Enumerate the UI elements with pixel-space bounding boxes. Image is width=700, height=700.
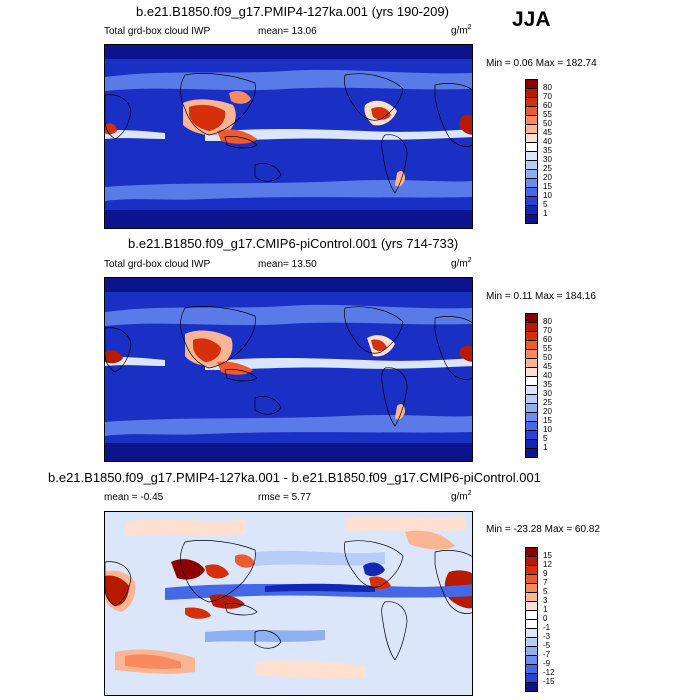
- panel-2-mean: mean= 13.50: [258, 259, 317, 270]
- colorbar-tick-label: 60: [543, 101, 552, 110]
- colorbar-tick-label: 70: [543, 326, 552, 335]
- panel-1-minmax: Min = 0.06 Max = 182.74: [486, 58, 597, 69]
- colorbar-tick-label: 40: [543, 371, 552, 380]
- colorbar-tick-label: 15: [543, 551, 552, 560]
- colorbar-tick-label: 5: [543, 200, 548, 209]
- colorbar-tick-label: 80: [543, 83, 552, 92]
- colorbar-tick-label: 70: [543, 92, 552, 101]
- panel-2-colorbar: 80 70 60 55 50 45 40 35 30 25 20 15 10 5 1: [525, 313, 585, 458]
- colorbar-tick-label: 50: [543, 353, 552, 362]
- panel-2-map-field: [105, 278, 472, 461]
- panel-2-variable-label: Total grd-box cloud IWP: [104, 259, 211, 270]
- panel-2-minmax: Min = 0.11 Max = 184.16: [486, 291, 596, 302]
- panel-3-map-field: [105, 512, 472, 695]
- colorbar-tick-label: 25: [543, 398, 552, 407]
- colorbar-tick-label: 10: [543, 425, 552, 434]
- colorbar-tick-label: -12: [543, 668, 555, 677]
- colorbar-tick-label: -9: [543, 659, 551, 668]
- colorbar-tick-label: -15: [543, 677, 555, 686]
- panel-3-units: g/m2: [451, 490, 472, 503]
- colorbar-tick-label: 20: [543, 407, 552, 416]
- colorbar-tick-label: 10: [543, 191, 552, 200]
- panel-1-title: b.e21.B1850.f09_g17.PMIP4-127ka.001 (yrs…: [136, 4, 449, 19]
- panel-3-title: b.e21.B1850.f09_g17.PMIP4-127ka.001 - b.…: [48, 470, 541, 485]
- colorbar-tick-label: 5: [543, 434, 548, 443]
- colorbar-tick-label: 30: [543, 155, 552, 164]
- colorbar-cell: [525, 682, 538, 692]
- colorbar-tick-label: 3: [543, 596, 548, 605]
- panel-1-map: [104, 44, 473, 229]
- colorbar-tick-label: -1: [543, 623, 551, 632]
- panel-1-mean: mean= 13.06: [258, 26, 317, 37]
- colorbar-tick-label: 35: [543, 146, 552, 155]
- panel-1-colorbar: 80 70 60 55 50 45 40 35 30 25 20 15 10 5 1: [525, 79, 585, 224]
- colorbar-tick-label: 80: [543, 317, 552, 326]
- colorbar-tick-label: 0: [543, 614, 548, 623]
- colorbar-tick-label: 1: [543, 209, 548, 218]
- colorbar-tick-label: -5: [543, 641, 551, 650]
- colorbar-tick-label: -3: [543, 632, 551, 641]
- colorbar-tick-label: 1: [543, 605, 548, 614]
- colorbar-tick-label: 55: [543, 110, 552, 119]
- colorbar-tick-label: 30: [543, 389, 552, 398]
- colorbar-tick-label: 40: [543, 137, 552, 146]
- colorbar-tick-label: 15: [543, 416, 552, 425]
- colorbar-tick-label: 55: [543, 344, 552, 353]
- colorbar-tick-label: 25: [543, 164, 552, 173]
- panel-3-map: [104, 511, 473, 696]
- colorbar-tick-label: 50: [543, 119, 552, 128]
- season-label: JJA: [512, 8, 551, 31]
- colorbar-tick-label: 45: [543, 128, 552, 137]
- panel-1-variable-label: Total grd-box cloud IWP: [104, 26, 211, 37]
- colorbar-tick-label: 45: [543, 362, 552, 371]
- colorbar-tick-label: 7: [543, 578, 548, 587]
- panel-3-colorbar: 15 12 9 7 5 3 1 0 -1 -3 -5 -7 -9 -12 -15: [525, 547, 585, 692]
- colorbar-cell: [525, 448, 538, 458]
- panel-2-map: [104, 277, 473, 462]
- colorbar-tick-label: 20: [543, 173, 552, 182]
- colorbar-tick-label: -7: [543, 650, 551, 659]
- panel-1-units: g/m2: [451, 24, 472, 37]
- colorbar-tick-label: 5: [543, 587, 548, 596]
- colorbar-tick-label: 9: [543, 569, 548, 578]
- panel-3-rmse: rmse = 5.77: [258, 492, 312, 503]
- colorbar-cell: [525, 214, 538, 224]
- colorbar-tick-label: 35: [543, 380, 552, 389]
- panel-1-map-field: [105, 45, 472, 228]
- colorbar-tick-label: 15: [543, 182, 552, 191]
- colorbar-tick-label: 12: [543, 560, 552, 569]
- panel-2-title: b.e21.B1850.f09_g17.CMIP6-piControl.001 …: [128, 236, 459, 251]
- colorbar-tick-label: 1: [543, 443, 548, 452]
- panel-3-minmax: Min = -23.28 Max = 60.82: [486, 524, 600, 535]
- colorbar-tick-label: 60: [543, 335, 552, 344]
- panel-3-mean: mean = -0.45: [104, 492, 164, 503]
- panel-2-units: g/m2: [451, 257, 472, 270]
